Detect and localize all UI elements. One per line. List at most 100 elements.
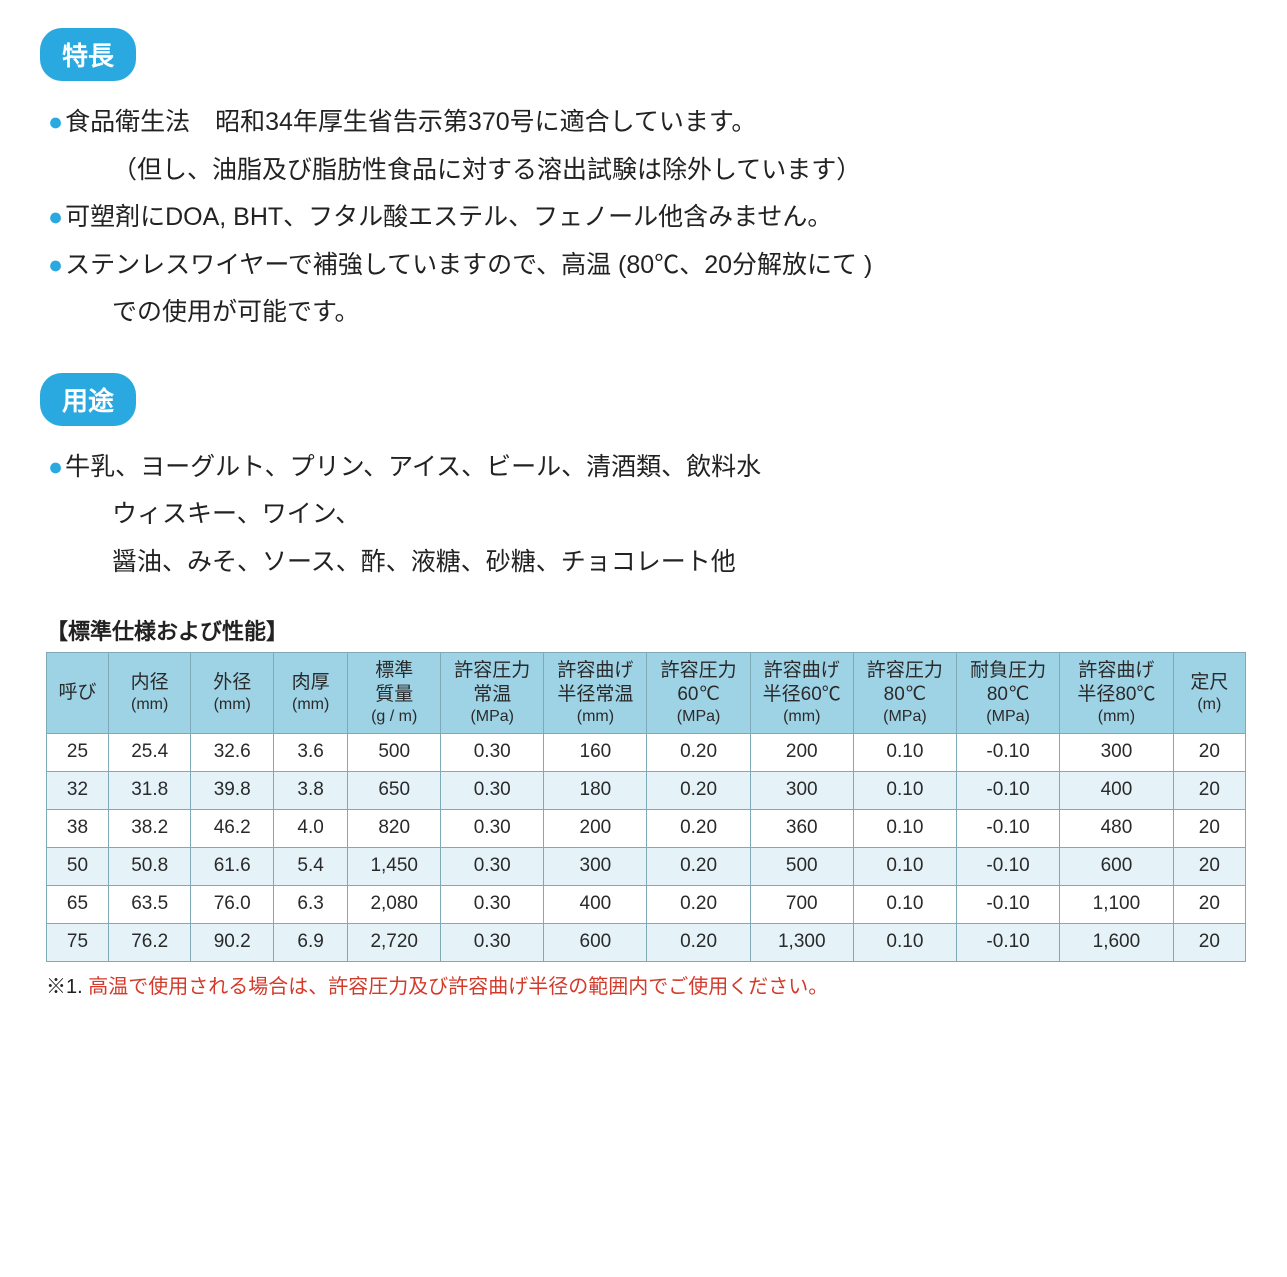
table-cell: 25: [47, 733, 109, 771]
header-main: 許容圧力常温: [447, 659, 537, 707]
use-text: ウィスキー、ワイン、: [80, 491, 1247, 539]
table-cell: 65: [47, 885, 109, 923]
uses-list: ●牛乳、ヨーグルト、プリン、アイス、ビール、清酒類、飲料水 ウィスキー、ワイン、…: [40, 444, 1247, 587]
table-cell: 31.8: [108, 771, 191, 809]
table-cell: -0.10: [957, 809, 1060, 847]
table-cell: 46.2: [191, 809, 274, 847]
table-cell: 650: [348, 771, 441, 809]
footnote: ※1. 高温で使用される場合は、許容圧力及び許容曲げ半径の範囲内でご使用ください…: [46, 970, 1247, 999]
table-cell: 360: [750, 809, 853, 847]
header-main: 標準質量: [354, 659, 434, 707]
table-cell: -0.10: [957, 923, 1060, 961]
table-row: 2525.432.63.65000.301600.202000.10-0.103…: [47, 733, 1246, 771]
table-row: 5050.861.65.41,4500.303000.205000.10-0.1…: [47, 847, 1246, 885]
table-cell: 1,600: [1060, 923, 1174, 961]
bullet-icon: ●: [48, 203, 65, 231]
feature-text: 食品衛生法 昭和34年厚生省告示第370号に適合しています。: [65, 108, 756, 136]
use-text: 牛乳、ヨーグルト、プリン、アイス、ビール、清酒類、飲料水: [65, 453, 761, 481]
table-cell: 0.10: [853, 809, 956, 847]
table-row: 3231.839.83.86500.301800.203000.10-0.104…: [47, 771, 1246, 809]
table-header-cell: 呼び: [47, 653, 109, 734]
table-cell: -0.10: [957, 733, 1060, 771]
table-cell: 0.10: [853, 771, 956, 809]
table-cell: 500: [750, 847, 853, 885]
table-cell: 200: [544, 809, 647, 847]
header-sub: (MPa): [653, 707, 743, 727]
table-cell: 76.0: [191, 885, 274, 923]
table-header-row: 呼び内径(mm)外径(mm)肉厚(mm)標準質量(g / m)許容圧力常温(MP…: [47, 653, 1246, 734]
spec-table-title: 【標準仕様および性能】: [46, 614, 1247, 646]
table-cell: 38.2: [108, 809, 191, 847]
table-cell: 0.10: [853, 847, 956, 885]
table-cell: 75: [47, 923, 109, 961]
table-cell: 0.30: [441, 771, 544, 809]
table-cell: 200: [750, 733, 853, 771]
table-header-cell: 肉厚(mm): [274, 653, 348, 734]
header-main: 内径: [115, 671, 185, 695]
table-cell: 0.30: [441, 809, 544, 847]
table-cell: 50: [47, 847, 109, 885]
table-cell: 300: [1060, 733, 1174, 771]
table-cell: 1,100: [1060, 885, 1174, 923]
bullet-icon: ●: [48, 108, 65, 136]
table-cell: 32.6: [191, 733, 274, 771]
table-cell: 400: [1060, 771, 1174, 809]
table-cell: 61.6: [191, 847, 274, 885]
table-cell: 180: [544, 771, 647, 809]
table-cell: 820: [348, 809, 441, 847]
table-cell: 25.4: [108, 733, 191, 771]
table-cell: 39.8: [191, 771, 274, 809]
table-cell: 76.2: [108, 923, 191, 961]
table-cell: 20: [1173, 733, 1245, 771]
table-cell: 500: [348, 733, 441, 771]
table-cell: 0.20: [647, 923, 750, 961]
table-cell: 0.20: [647, 809, 750, 847]
table-cell: 1,450: [348, 847, 441, 885]
header-main: 許容曲げ半径80℃: [1066, 659, 1167, 707]
table-cell: 0.30: [441, 847, 544, 885]
table-row: 6563.576.06.32,0800.304000.207000.10-0.1…: [47, 885, 1246, 923]
table-header-cell: 内径(mm): [108, 653, 191, 734]
table-cell: -0.10: [957, 885, 1060, 923]
list-item: ●食品衛生法 昭和34年厚生省告示第370号に適合しています。 （但し、油脂及び…: [48, 99, 1247, 194]
bullet-icon: ●: [48, 453, 65, 481]
table-cell: 50.8: [108, 847, 191, 885]
table-cell: 90.2: [191, 923, 274, 961]
header-sub: (mm): [280, 695, 341, 715]
header-main: 許容曲げ半径常温: [550, 659, 640, 707]
table-cell: 5.4: [274, 847, 348, 885]
table-cell: 6.3: [274, 885, 348, 923]
table-cell: 0.30: [441, 885, 544, 923]
table-cell: 0.30: [441, 923, 544, 961]
feature-text: ステンレスワイヤーで補強していますので、高温 (80℃、20分解放にて ): [65, 251, 872, 279]
table-cell: 20: [1173, 847, 1245, 885]
table-cell: 20: [1173, 771, 1245, 809]
spec-table-head: 呼び内径(mm)外径(mm)肉厚(mm)標準質量(g / m)許容圧力常温(MP…: [47, 653, 1246, 734]
header-main: 肉厚: [280, 671, 341, 695]
table-header-cell: 許容圧力60℃(MPa): [647, 653, 750, 734]
footnote-prefix: ※1.: [46, 976, 88, 998]
header-main: 許容圧力60℃: [653, 659, 743, 707]
table-cell: 300: [750, 771, 853, 809]
table-cell: 0.30: [441, 733, 544, 771]
header-sub: (mm): [757, 707, 847, 727]
table-cell: 2,720: [348, 923, 441, 961]
feature-text: での使用が可能です。: [80, 289, 1247, 337]
header-sub: (m): [1180, 695, 1239, 715]
table-cell: 0.20: [647, 733, 750, 771]
footnote-body: 高温で使用される場合は、許容圧力及び許容曲げ半径の範囲内でご使用ください。: [88, 976, 828, 998]
table-cell: 38: [47, 809, 109, 847]
table-header-cell: 許容圧力常温(MPa): [441, 653, 544, 734]
bullet-icon: ●: [48, 251, 65, 279]
table-cell: -0.10: [957, 847, 1060, 885]
header-main: 許容曲げ半径60℃: [757, 659, 847, 707]
table-cell: 700: [750, 885, 853, 923]
header-sub: (mm): [115, 695, 185, 715]
uses-badge: 用途: [40, 373, 136, 426]
table-cell: -0.10: [957, 771, 1060, 809]
header-main: 定尺: [1180, 671, 1239, 695]
table-cell: 480: [1060, 809, 1174, 847]
list-item: ●牛乳、ヨーグルト、プリン、アイス、ビール、清酒類、飲料水 ウィスキー、ワイン、…: [48, 444, 1247, 587]
header-sub: (MPa): [447, 707, 537, 727]
table-cell: 0.10: [853, 885, 956, 923]
